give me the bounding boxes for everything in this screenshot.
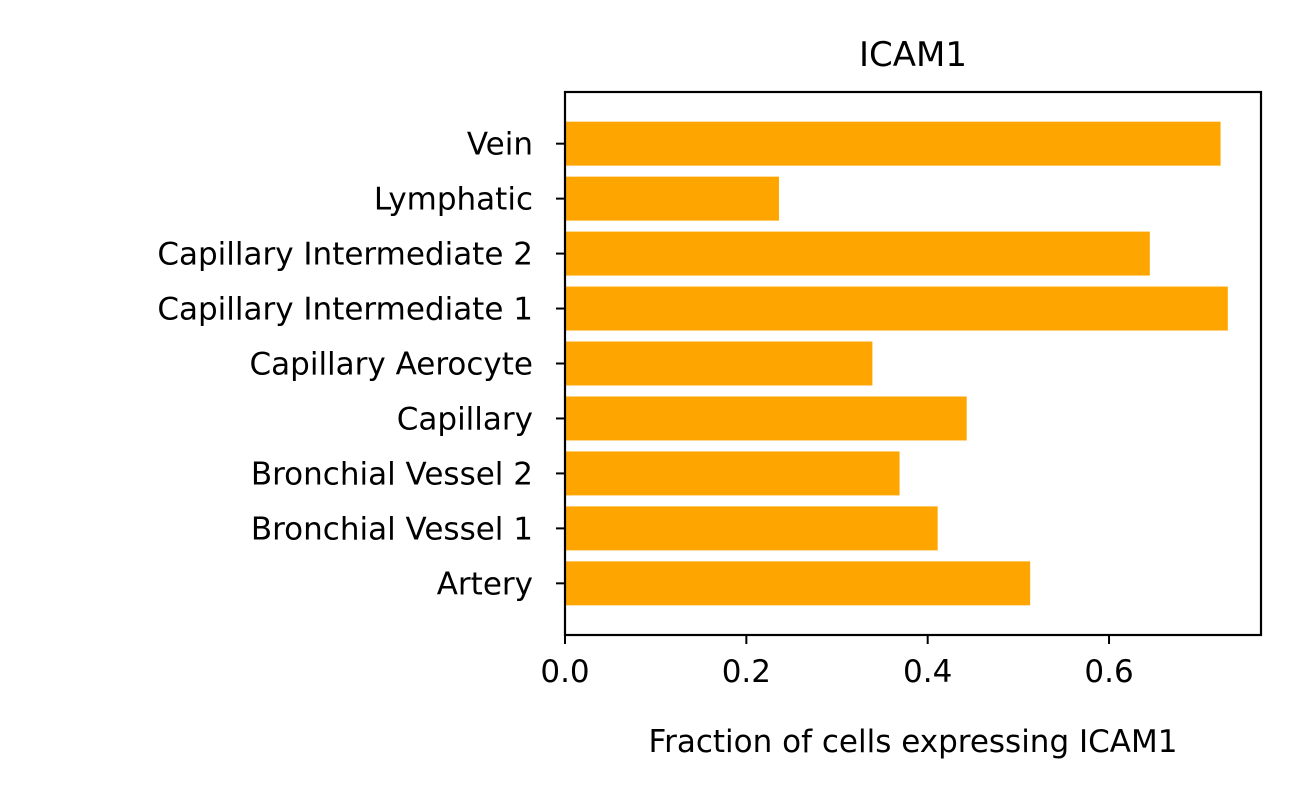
chart-title: ICAM1 (859, 35, 967, 75)
y-tick-label: Lymphatic (374, 182, 533, 218)
bar-capillary-intermediate-1 (565, 286, 1228, 331)
x-tick-label: 0.0 (540, 654, 589, 690)
ticks-layer: Artery Bronchial Vessel 1 Bronchial Vessel… (157, 127, 1133, 690)
y-tick-label: Capillary (397, 401, 533, 437)
bar-bronchial-vessel-1 (565, 506, 938, 551)
bar-lymphatic (565, 176, 779, 221)
bar-bronchial-vessel-2 (565, 451, 900, 496)
bar-capillary (565, 396, 967, 441)
bar-capillary-intermediate-2 (565, 231, 1150, 276)
y-tick-label: Capillary Intermediate 2 (157, 237, 533, 273)
bar-vein (565, 121, 1221, 166)
x-tick-label: 0.6 (1084, 654, 1133, 690)
y-tick-label: Bronchial Vessel 2 (251, 456, 533, 492)
bars-layer (565, 121, 1228, 606)
bar-capillary-aerocyte (565, 341, 873, 386)
bar-artery (565, 561, 1031, 606)
y-tick-label: Artery (437, 566, 533, 602)
y-tick-label: Bronchial Vessel 1 (251, 511, 533, 547)
x-axis-label: Fraction of cells expressing ICAM1 (649, 724, 1178, 760)
y-tick-label: Vein (467, 127, 533, 163)
y-tick-label: Capillary Aerocyte (250, 347, 533, 383)
plot-frame (563, 90, 1263, 637)
x-tick-label: 0.2 (722, 654, 771, 690)
y-tick-label: Capillary Intermediate 1 (157, 292, 533, 328)
x-tick-label: 0.4 (903, 654, 952, 690)
